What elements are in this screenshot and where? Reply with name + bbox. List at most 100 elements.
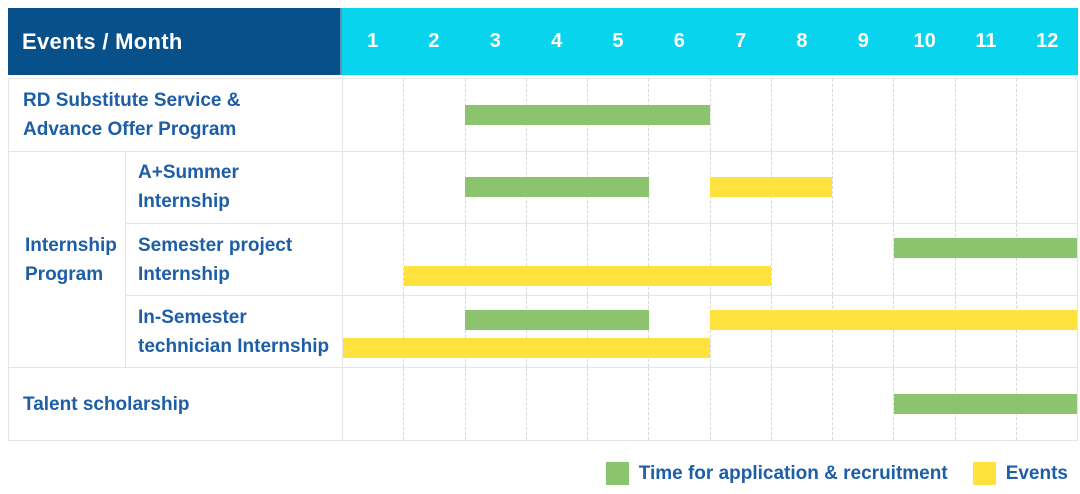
internship-program-group-label: Internship Program [9, 151, 126, 368]
legend-item-events: Events [972, 462, 1068, 485]
rd-substitute-service-label-text: RD Substitute Service & [23, 89, 241, 111]
month-cell [587, 368, 648, 440]
events-month-table: Events / Month 1 2 3 4 5 6 7 8 9 10 11 12 RD Substi… [8, 8, 1078, 441]
internship-program-rows: A+Summer Internship Semester project Intern… [126, 151, 1077, 368]
month-cell [832, 79, 893, 151]
internship-program-group-label-text: Internship [25, 234, 117, 256]
table-row-talent-scholarship: Talent scholarship [9, 367, 1077, 440]
table-row-a-plus-summer-internship: A+Summer Internship [126, 151, 1077, 223]
month-cell [1015, 296, 1077, 368]
legend-label-events: Events [1005, 462, 1068, 484]
in-semester-technician-internship-label-text: technician Internship [138, 335, 330, 357]
month-header-5: 5 [612, 30, 624, 52]
table-title: Events / Month [22, 28, 183, 54]
month-cell [954, 223, 1016, 296]
application-bar [893, 394, 1077, 415]
table-body: RD Substitute Service & Advance Offer Pro… [8, 78, 1078, 441]
month-cell [464, 368, 526, 440]
event-bar [710, 310, 1077, 331]
month-cell [893, 223, 954, 296]
table-row-in-semester-technician-internship: In-Semester technician Internship [126, 295, 1077, 368]
month-cell [1015, 79, 1077, 151]
month-cell [893, 296, 954, 368]
month-cell [464, 79, 526, 151]
internship-program-group-label-text: Program [25, 263, 104, 285]
rd-substitute-service-label: RD Substitute Service & Advance Offer Pro… [9, 79, 343, 151]
month-header-4: 4 [551, 30, 563, 52]
month-cell [587, 296, 648, 368]
month-header-strip: 1 2 3 4 5 6 7 8 9 10 11 12 [342, 8, 1078, 75]
event-bar [343, 338, 710, 359]
month-cell [403, 296, 464, 368]
month-cell [464, 223, 526, 296]
month-cell [954, 296, 1016, 368]
month-cell [403, 151, 464, 223]
table-header-row: Events / Month 1 2 3 4 5 6 7 8 9 10 11 12 [8, 8, 1078, 75]
month-header-12: 12 [1036, 30, 1059, 52]
month-cell [893, 79, 954, 151]
month-cell [954, 151, 1016, 223]
semester-project-internship-label-text: Internship [138, 263, 230, 285]
semester-project-internship-label: Semester project Internship [126, 223, 343, 296]
legend: Time for application & recruitment Event… [605, 462, 1068, 485]
a-plus-summer-internship-label-text: A+Summer [138, 162, 239, 184]
a-plus-summer-internship-label: A+Summer Internship [126, 151, 343, 223]
month-cell [343, 152, 403, 223]
rd-substitute-service-label-text: Advance Offer Program [23, 118, 237, 140]
rd-substitute-service-timeline [343, 79, 1077, 151]
event-bar [404, 265, 772, 286]
month-cell [464, 151, 526, 223]
month-cell [403, 368, 464, 440]
month-cell [525, 368, 587, 440]
month-header-7: 7 [735, 30, 747, 52]
month-header-3: 3 [489, 30, 501, 52]
month-cell [832, 296, 893, 368]
month-cell [1015, 151, 1077, 223]
month-cell [464, 296, 526, 368]
month-gridlines [343, 223, 1077, 296]
month-header-11: 11 [975, 30, 997, 52]
table-row-semester-project-internship: Semester project Internship [126, 222, 1077, 296]
month-cell [1015, 223, 1077, 296]
month-cell [709, 79, 771, 151]
month-cell [893, 151, 954, 223]
event-color-swatch [972, 462, 996, 485]
event-bar [710, 177, 833, 198]
legend-item-application: Time for application & recruitment [605, 462, 948, 485]
a-plus-summer-internship-timeline [343, 151, 1077, 223]
semester-project-internship-label-text: Semester project [138, 234, 293, 256]
month-cell [832, 368, 893, 440]
month-cell [954, 79, 1016, 151]
application-bar [465, 177, 649, 198]
month-header-1: 1 [367, 30, 379, 52]
month-cell [770, 79, 832, 151]
talent-scholarship-label-text: Talent scholarship [23, 393, 190, 415]
group-internship-program: Internship Program A+Summer Internship Semes… [9, 150, 1077, 368]
month-cell [648, 223, 709, 296]
month-cell [403, 223, 464, 296]
talent-scholarship-timeline [343, 368, 1077, 440]
month-cell [709, 296, 771, 368]
month-cell [587, 223, 648, 296]
month-cell [525, 223, 587, 296]
semester-project-internship-timeline [343, 223, 1077, 296]
month-header-2: 2 [428, 30, 440, 52]
month-cell [343, 224, 403, 295]
application-bar [893, 237, 1077, 258]
talent-scholarship-label: Talent scholarship [9, 368, 343, 440]
a-plus-summer-internship-label-text: Internship [138, 191, 230, 213]
month-cell [648, 151, 709, 223]
table-row-rd-substitute-service: RD Substitute Service & Advance Offer Pro… [9, 79, 1077, 151]
month-gridlines [343, 79, 1077, 151]
application-color-swatch [605, 462, 629, 485]
month-cell [525, 296, 587, 368]
month-header-10: 10 [913, 30, 936, 52]
month-cell [832, 223, 893, 296]
month-gridlines [343, 296, 1077, 368]
month-cell [343, 368, 403, 440]
application-bar [465, 310, 649, 331]
in-semester-technician-internship-label-text: In-Semester [138, 306, 247, 328]
month-cell [709, 223, 771, 296]
month-cell [343, 79, 403, 151]
